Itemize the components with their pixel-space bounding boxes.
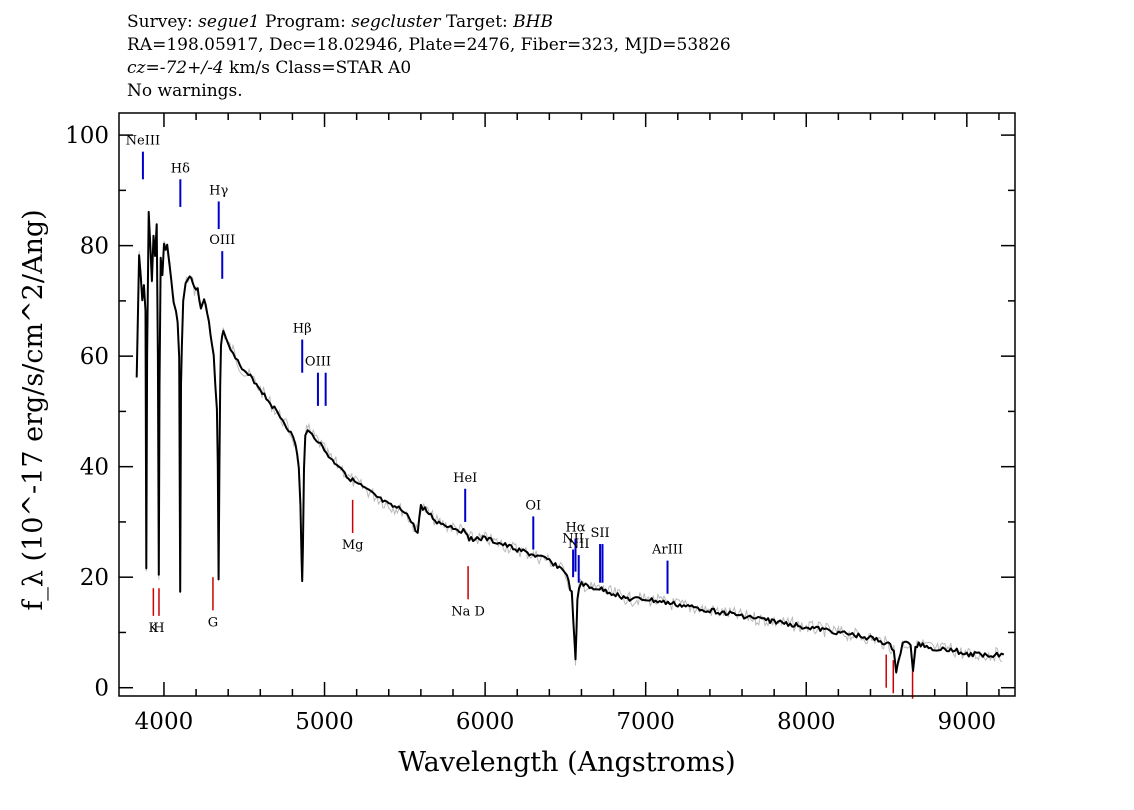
x-tick-label: 8000 [777, 709, 836, 735]
header-line-redshift: cz=-72+/-4 km/s Class=STAR A0 [127, 57, 731, 80]
x-axis-title: Wavelength (Angstroms) [398, 747, 735, 778]
spectral-line-markers: NeIIIHδHγOIIIHβOIIIHeIOINIIHαNIISIIArIII… [126, 134, 914, 699]
emission-line-label: ArIII [651, 543, 683, 558]
survey-label: Survey: [127, 12, 193, 32]
target-value: BHB [513, 12, 553, 32]
absorption-line-label: H [153, 621, 164, 636]
y-tick-label: 60 [80, 344, 109, 370]
emission-line-label: NII [568, 537, 590, 552]
absorption-line-label: G [208, 615, 218, 630]
y-tick-label: 40 [80, 455, 109, 481]
emission-line-label: NII [562, 532, 584, 547]
y-axis-title: f_λ (10^-17 erg/s/cm^2/Ang) [18, 209, 49, 610]
y-tick-label: 20 [80, 565, 109, 591]
target-label: Target: [445, 12, 508, 32]
spectrum-series [135, 210, 1005, 674]
program-value: segcluster [351, 12, 441, 32]
x-axis: 4000 5000 6000 7000 8000 9000 [135, 113, 1000, 735]
emission-line-label: Hδ [171, 161, 190, 176]
x-tick-label: 5000 [295, 709, 354, 735]
x-tick-label: 6000 [456, 709, 515, 735]
y-axis: 0 20 40 60 80 100 [65, 123, 1015, 702]
header-line-survey: Survey: segue1 Program: segcluster Targe… [127, 11, 731, 34]
emission-line-label: OI [525, 498, 541, 513]
emission-line-label: NeIII [126, 134, 160, 149]
emission-line-label: Hα [565, 521, 585, 536]
absorption-line-label: Mg [342, 538, 364, 553]
cz-unit-class: km/s Class=STAR A0 [229, 58, 412, 78]
survey-value: segue1 [198, 12, 260, 32]
error-band-line [136, 211, 1003, 675]
absorption-line-label: K [149, 621, 159, 636]
x-tick-label: 7000 [616, 709, 675, 735]
emission-line-label: OIII [209, 233, 235, 248]
emission-line-label: HeI [453, 471, 477, 486]
emission-line-label: Hβ [293, 322, 312, 337]
spectrum-header: Survey: segue1 Program: segcluster Targe… [127, 11, 731, 103]
x-tick-label: 4000 [135, 709, 194, 735]
cz-value: cz=-72+/-4 [127, 58, 224, 78]
y-tick-label: 100 [65, 123, 109, 149]
program-label: Program: [265, 12, 346, 32]
header-line-warnings: No warnings. [127, 81, 243, 101]
x-tick-label: 9000 [938, 709, 997, 735]
y-tick-label: 0 [94, 676, 109, 702]
header-line-coordinates: RA=198.05917, Dec=18.02946, Plate=2476, … [127, 35, 731, 55]
emission-line-label: OIII [305, 355, 331, 370]
y-tick-label: 80 [80, 234, 109, 260]
error-band [136, 211, 1003, 675]
emission-line-label: SII [590, 526, 609, 541]
plot-frame [118, 112, 1016, 697]
spectrum-line [135, 210, 1005, 674]
emission-line-label: Hγ [209, 183, 228, 198]
absorption-line-label: Na D [451, 604, 485, 619]
